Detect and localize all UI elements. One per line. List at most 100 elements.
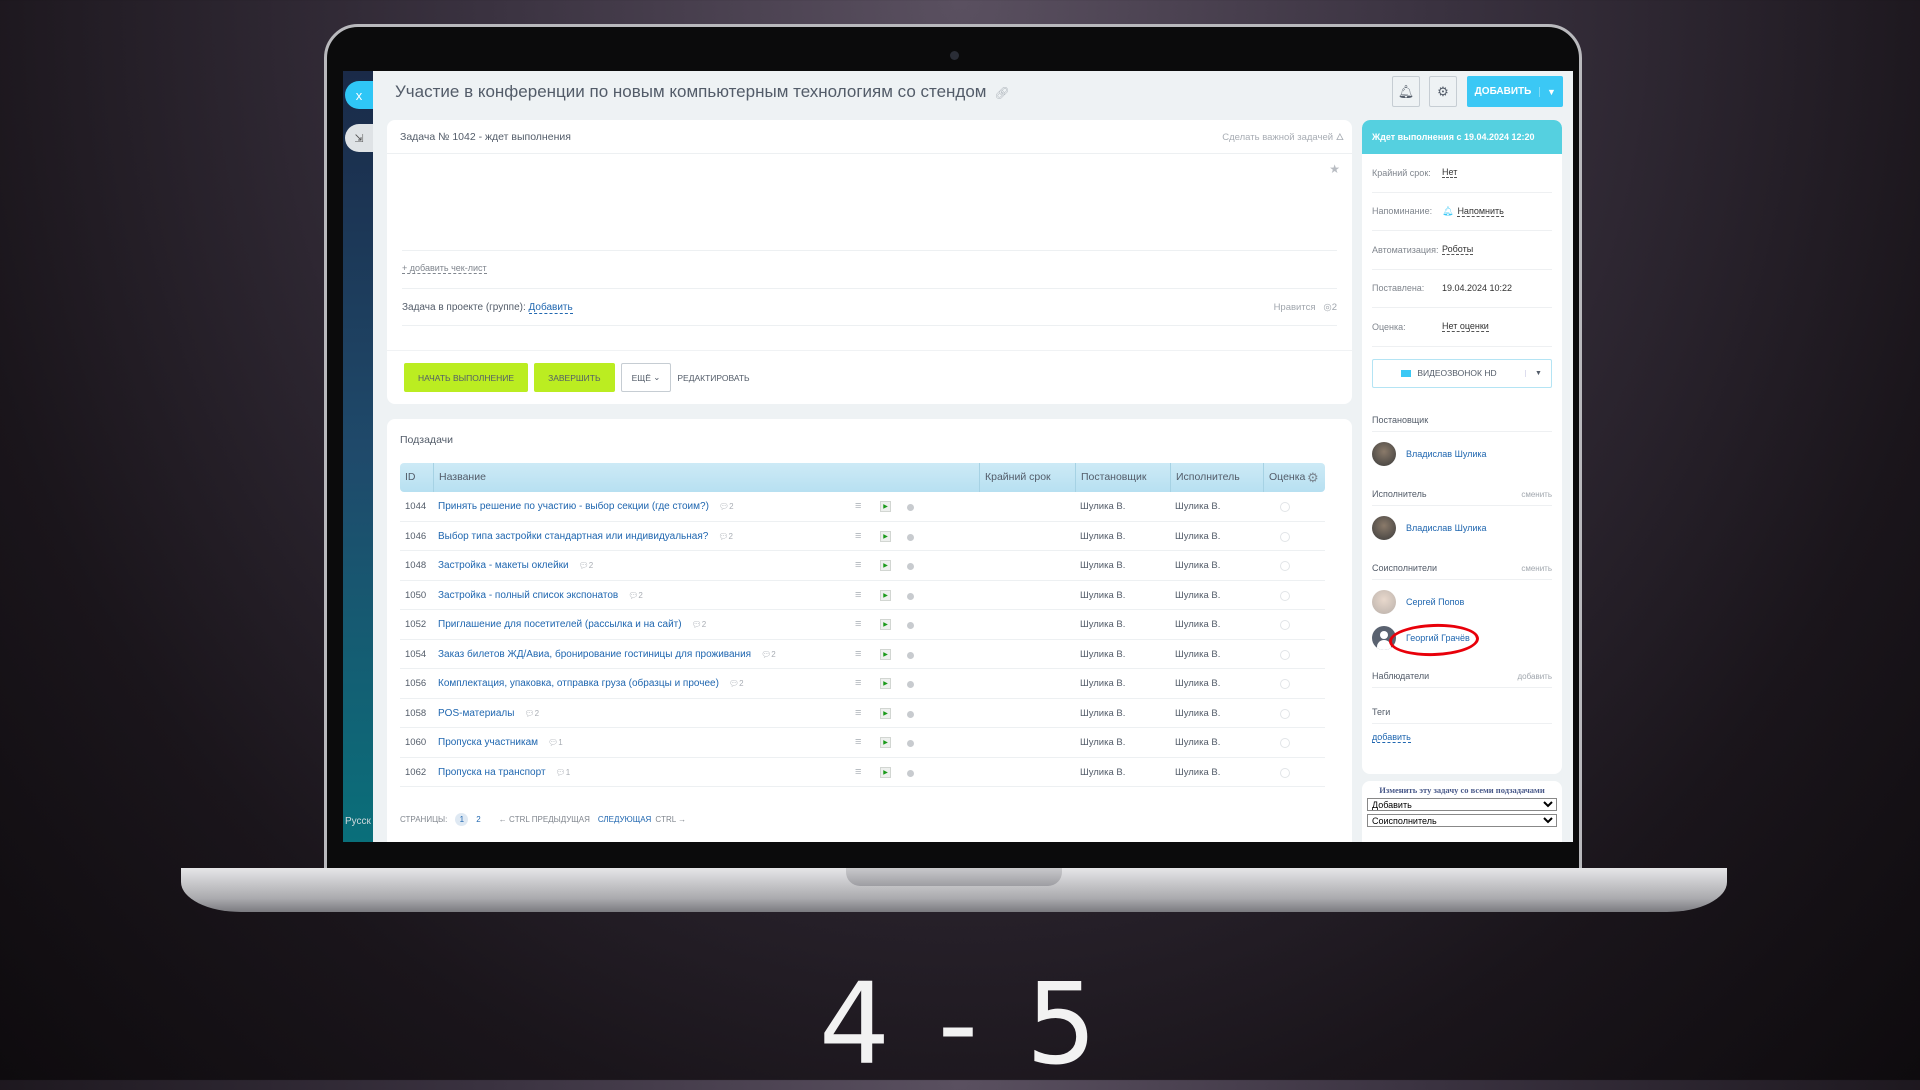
col-rating[interactable]: Оценка <box>1263 463 1305 492</box>
menu-icon[interactable]: ≡ <box>855 559 862 571</box>
menu-icon[interactable]: ≡ <box>855 647 862 660</box>
page-2[interactable]: 2 <box>476 815 481 824</box>
row-creator[interactable]: Шулика В. <box>1080 501 1126 512</box>
row-creator[interactable]: Шулика В. <box>1080 560 1126 571</box>
page-1[interactable]: 1 <box>455 813 469 826</box>
star-icon[interactable]: ★ <box>1329 162 1340 176</box>
finish-button[interactable]: ЗАВЕРШИТЬ <box>534 363 615 392</box>
row-creator[interactable]: Шулика В. <box>1080 766 1126 778</box>
add-tag-link[interactable]: добавить <box>1372 731 1411 743</box>
link-icon[interactable]: 🔗︎ <box>994 86 1010 100</box>
menu-icon[interactable]: ≡ <box>855 736 862 748</box>
play-icon[interactable]: ▶ <box>880 530 891 542</box>
property-value[interactable]: Роботы <box>1442 244 1474 256</box>
row-creator[interactable]: Шулика В. <box>1080 619 1126 630</box>
play-icon[interactable]: ▶ <box>880 707 891 719</box>
subtask-link[interactable]: POS-материалы <box>438 707 515 719</box>
make-important-link[interactable]: Сделать важной задачей 🜂 <box>1222 132 1344 143</box>
bulk-role-select[interactable]: Соисполнитель <box>1367 814 1557 827</box>
subtask-link[interactable]: Заказ билетов ЖД/Авиа, бронирование гост… <box>438 648 752 660</box>
subtask-link[interactable]: Принять решение по участию - выбор секци… <box>438 501 709 512</box>
row-assignee[interactable]: Шулика В. <box>1175 501 1221 512</box>
subtask-link[interactable]: Застройка - макеты оклейки <box>438 560 569 571</box>
prev-page[interactable]: ← CTRL ПРЕДЫДУЩАЯ <box>498 815 590 824</box>
table-row[interactable]: 1048 Застройка - макеты оклейки 💬︎ 2 ≡ ▶ Ш… <box>400 551 1325 581</box>
property-value[interactable]: Нет <box>1442 167 1458 179</box>
row-assignee[interactable]: Шулика В. <box>1175 707 1221 719</box>
row-assignee[interactable]: Шулика В. <box>1175 560 1221 571</box>
edit-button[interactable]: РЕДАКТИРОВАТЬ <box>677 372 750 383</box>
subtask-link[interactable]: Выбор типа застройки стандартная или инд… <box>438 530 709 542</box>
play-icon[interactable]: ▶ <box>880 560 891 571</box>
col-name[interactable]: Название <box>433 463 486 492</box>
property-value[interactable]: Нет оценки <box>1442 321 1489 333</box>
menu-icon[interactable]: ≡ <box>855 706 862 719</box>
row-assignee[interactable]: Шулика В. <box>1175 737 1221 748</box>
download-icon[interactable]: ⇲ <box>345 124 373 152</box>
col-id[interactable]: ID <box>405 471 416 483</box>
row-creator[interactable]: Шулика В. <box>1080 707 1126 719</box>
coassignee-person[interactable]: Сергей Попов <box>1372 586 1552 618</box>
row-assignee[interactable]: Шулика В. <box>1175 648 1221 660</box>
subtask-link[interactable]: Комплектация, упаковка, отправка груза (… <box>438 678 719 689</box>
row-assignee[interactable]: Шулика В. <box>1175 766 1221 778</box>
table-row[interactable]: 1046 Выбор типа застройки стандартная ил… <box>400 522 1325 551</box>
rating-icon[interactable] <box>1280 738 1290 748</box>
table-row[interactable]: 1050 Застройка - полный список экспонато… <box>400 581 1325 610</box>
like-button[interactable]: Нравится <box>1273 301 1316 313</box>
table-row[interactable]: 1058 POS-материалы 💬︎ 2 ≡ ▶ Шулика В. Шули… <box>400 699 1325 728</box>
col-deadline[interactable]: Крайний срок <box>979 463 1051 492</box>
subtask-link[interactable]: Пропуска участникам <box>438 737 539 748</box>
row-creator[interactable]: Шулика В. <box>1080 589 1126 601</box>
table-row[interactable]: 1056 Комплектация, упаковка, отправка гр… <box>400 669 1325 699</box>
rating-icon[interactable] <box>1280 502 1290 512</box>
rating-icon[interactable] <box>1280 561 1290 571</box>
play-icon[interactable]: ▶ <box>880 766 891 778</box>
play-icon[interactable]: ▶ <box>880 678 891 689</box>
more-button[interactable]: ЕЩЁ ⌄ <box>620 363 672 392</box>
subtask-link[interactable]: Приглашение для посетителей (рассылка и … <box>438 619 682 630</box>
rating-icon[interactable] <box>1280 531 1290 542</box>
change-coassignees-link[interactable]: сменить <box>1521 563 1552 573</box>
menu-icon[interactable]: ≡ <box>855 500 862 512</box>
close-button[interactable]: x <box>345 81 373 109</box>
start-button[interactable]: НАЧАТЬ ВЫПОЛНЕНИЕ <box>404 363 529 392</box>
chevron-down-icon[interactable]: ▼ <box>1539 86 1563 97</box>
language-label[interactable]: Русск <box>345 816 371 827</box>
row-assignee[interactable]: Шулика В. <box>1175 589 1221 601</box>
menu-icon[interactable]: ≡ <box>855 618 862 630</box>
rating-icon[interactable] <box>1280 649 1290 660</box>
row-creator[interactable]: Шулика В. <box>1080 737 1126 748</box>
table-row[interactable]: 1052 Приглашение для посетителей (рассыл… <box>400 610 1325 640</box>
rating-icon[interactable] <box>1280 679 1290 689</box>
subtask-link[interactable]: Пропуска на транспорт <box>438 766 546 778</box>
change-assignee-link[interactable]: сменить <box>1521 489 1552 499</box>
row-assignee[interactable]: Шулика В. <box>1175 678 1221 689</box>
row-assignee[interactable]: Шулика В. <box>1175 530 1221 542</box>
bell-icon[interactable]: 🔔︎ <box>1392 76 1420 107</box>
subtask-link[interactable]: Застройка - полный список экспонатов <box>438 589 619 601</box>
gear-icon[interactable]: ⚙ <box>1307 470 1319 485</box>
row-creator[interactable]: Шулика В. <box>1080 678 1126 689</box>
play-icon[interactable]: ▶ <box>880 619 891 630</box>
table-row[interactable]: 1044 Принять решение по участию - выбор … <box>400 492 1325 522</box>
col-assignee[interactable]: Исполнитель <box>1170 463 1240 492</box>
rating-icon[interactable] <box>1280 708 1290 719</box>
assignee-person[interactable]: Владислав Шулика <box>1372 512 1552 544</box>
coassignee-person[interactable]: Георгий Грачёв <box>1372 622 1552 654</box>
col-creator[interactable]: Постановщик <box>1075 463 1146 492</box>
add-checklist-link[interactable]: + добавить чек-лист <box>402 263 487 274</box>
table-row[interactable]: 1062 Пропуска на транспорт 💬︎ 1 ≡ ▶ Шулика… <box>400 758 1325 787</box>
video-call-button[interactable]: ВИДЕОЗВОНОК HD ▼ <box>1372 358 1552 388</box>
play-icon[interactable]: ▶ <box>880 501 891 512</box>
table-row[interactable]: 1054 Заказ билетов ЖД/Авиа, бронирование… <box>400 640 1325 669</box>
play-icon[interactable]: ▶ <box>880 737 891 748</box>
row-assignee[interactable]: Шулика В. <box>1175 619 1221 630</box>
menu-icon[interactable]: ≡ <box>855 529 862 542</box>
next-page[interactable]: СЛЕДУЮЩАЯ <box>597 815 652 824</box>
gear-icon[interactable]: ⚙ <box>1429 76 1457 107</box>
row-creator[interactable]: Шулика В. <box>1080 648 1126 660</box>
bulk-action-select[interactable]: Добавить <box>1367 798 1557 811</box>
property-value[interactable]: Напомнить <box>1457 205 1504 217</box>
creator-person[interactable]: Владислав Шулика <box>1372 438 1552 470</box>
